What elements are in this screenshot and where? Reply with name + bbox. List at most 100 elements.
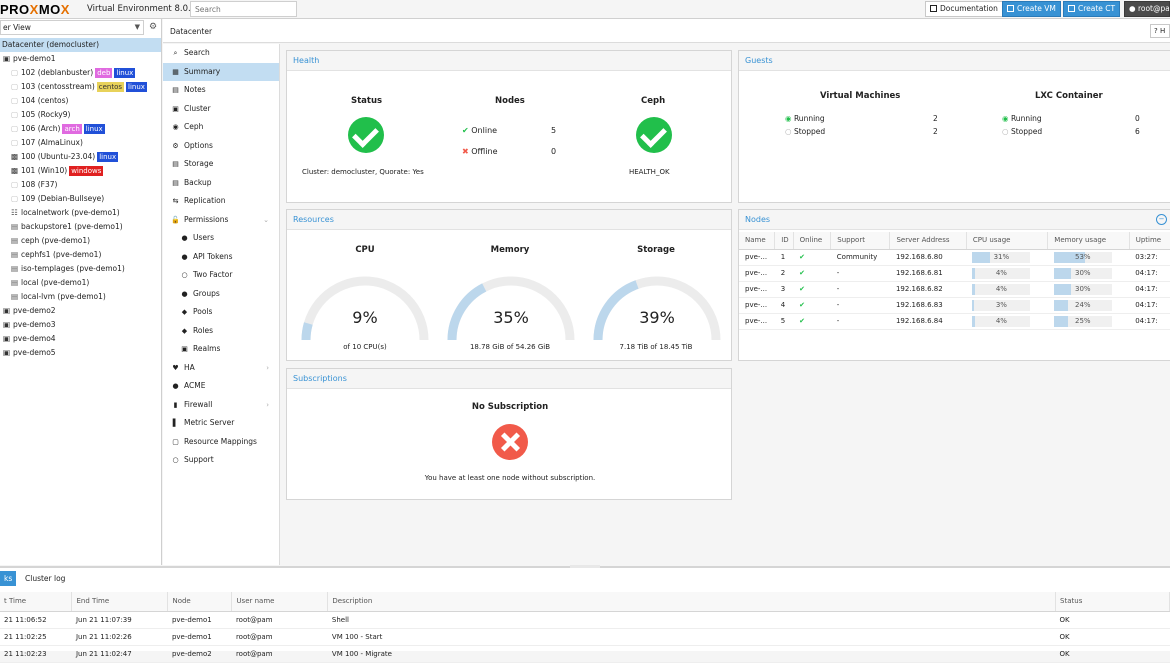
monitor-icon (1007, 5, 1014, 12)
nav-item-options[interactable]: ⚙ Options (163, 137, 279, 156)
column-header[interactable]: Status (1055, 592, 1170, 612)
tree-item[interactable]: ▣ pve-demo2 (0, 304, 161, 318)
user-menu-button[interactable]: ● root@pam (1124, 1, 1170, 17)
datacenter-nav: ⌕ Search ▦ Summary ▤ Notes ▣ Cluster ◉ Ceph ⚙ Optio… (163, 44, 280, 565)
collapse-icon[interactable]: − (1156, 214, 1167, 225)
tree-item[interactable]: ▢ 102 (deblanbuster) deb linux (0, 66, 161, 80)
table-row[interactable]: 21 11:02:25 Jun 21 11:02:26 pve-demo1 root@… (0, 628, 1170, 646)
node-name: pve-... (739, 249, 775, 266)
nav-item-roles[interactable]: ◆ Roles (163, 322, 279, 341)
nav-item-storage[interactable]: ▤ Storage (163, 155, 279, 174)
guests-panel: Guests Virtual Machines ◉ Running 2 ○ St… (738, 50, 1170, 203)
tree-item[interactable]: ▢ 103 (centosstream) centos linux (0, 80, 161, 94)
task-user: root@pam (231, 628, 328, 646)
column-header[interactable]: Support (830, 232, 891, 250)
nav-item-realms[interactable]: ▣ Realms (163, 340, 279, 359)
nav-item-resource-mappings[interactable]: ▢ Resource Mappings (163, 433, 279, 452)
view-selector[interactable]: er View ▼ (0, 20, 144, 35)
nav-item-label: Resource Mappings (184, 436, 257, 446)
summary-content: Health Status Cluster: democluster, Quor… (281, 44, 1170, 565)
cpu-usage-bar: 4% (972, 283, 1031, 295)
tree-item[interactable]: ▤ local (pve-demo1) (0, 276, 161, 290)
node-uptime: 04:17: (1129, 265, 1170, 282)
node-support: - (830, 313, 890, 330)
table-row[interactable]: pve-... 2 ✔ -192.168.6.81 4% 30% 04:17: (739, 265, 1170, 282)
tree-item[interactable]: ▤ cephfs1 (pve-demo1) (0, 248, 161, 262)
chevron-right-icon: › (266, 363, 269, 372)
tree-item[interactable]: ▢ 104 (centos) (0, 94, 161, 108)
tree-item[interactable]: ▩ 100 (Ubuntu-23.04) linux (0, 150, 161, 164)
storage-icon: ▤ (172, 160, 179, 168)
column-header[interactable]: Online (793, 232, 832, 250)
summary-icon: ▦ (172, 67, 179, 76)
column-header[interactable]: Memory usage (1047, 232, 1130, 250)
create-vm-button[interactable]: Create VM (1002, 1, 1061, 17)
table-row[interactable]: pve-... 5 ✔ -192.168.6.84 4% 25% 04:17: (739, 313, 1170, 330)
nav-item-two-factor[interactable]: ○ Two Factor (163, 266, 279, 285)
nav-item-cluster[interactable]: ▣ Cluster (163, 100, 279, 119)
tree-item[interactable]: ▣ pve-demo1 (0, 52, 161, 66)
nav-item-replication[interactable]: ⇆ Replication (163, 192, 279, 211)
nav-item-metric-server[interactable]: ▌ Metric Server (163, 414, 279, 433)
nav-item-api-tokens[interactable]: ● API Tokens (163, 248, 279, 267)
tree-item[interactable]: ▣ pve-demo3 (0, 318, 161, 332)
column-header[interactable]: Description (327, 592, 1057, 612)
nav-item-firewall[interactable]: ▮ Firewall › (163, 396, 279, 415)
column-header[interactable]: User name (231, 592, 329, 612)
resize-handle[interactable] (570, 565, 600, 568)
nav-item-acme[interactable]: ● ACME (163, 377, 279, 396)
nav-item-permissions[interactable]: 🔓 Permissions ⌄ (163, 211, 279, 230)
nav-item-notes[interactable]: ▤ Notes (163, 81, 279, 100)
tab-cluster-log[interactable]: Cluster log (25, 574, 66, 583)
memory-usage-bar-label: 30% (1075, 284, 1091, 293)
table-row[interactable]: pve-... 1 ✔ Community 192.168.6.80 31% 53% 03:2… (739, 249, 1170, 266)
nav-item-ha[interactable]: ♥ HA › (163, 359, 279, 378)
tree-item[interactable]: ▣ pve-demo5 (0, 346, 161, 360)
tree-item[interactable]: ▤ local-lvm (pve-demo1) (0, 290, 161, 304)
column-header[interactable]: Name (739, 232, 776, 250)
help-button[interactable]: ? H (1150, 24, 1170, 38)
tree-item[interactable]: ▤ iso-templages (pve-demo1) (0, 262, 161, 276)
search-input[interactable] (190, 1, 297, 17)
column-header[interactable]: ID (774, 232, 794, 250)
vm-stopped: ○ Stopped (785, 127, 826, 136)
replication-icon: ⇆ (172, 197, 179, 205)
cpu-usage-bar-cell: 3% (966, 297, 1048, 314)
nav-item-ceph[interactable]: ◉ Ceph (163, 118, 279, 137)
tree-item[interactable]: ▢ 108 (F37) (0, 178, 161, 192)
nav-item-support[interactable]: ○ Support (163, 451, 279, 470)
tree-item[interactable]: ▢ 109 (Debian-Bullseye) (0, 192, 161, 206)
nav-item-backup[interactable]: ▤ Backup (163, 174, 279, 193)
tree-item[interactable]: ▩ 101 (Win10) windows (0, 164, 161, 178)
tree-item[interactable]: ▣ pve-demo4 (0, 332, 161, 346)
nav-item-summary[interactable]: ▦ Summary (163, 62, 279, 81)
create-ct-button[interactable]: Create CT (1063, 1, 1121, 17)
column-header[interactable]: Uptime (1129, 232, 1170, 250)
table-row[interactable]: pve-... 3 ✔ -192.168.6.82 4% 30% 04:17: (739, 281, 1170, 298)
tree-item[interactable]: ▤ backupstore1 (pve-demo1) (0, 220, 161, 234)
column-header[interactable]: CPU usage (966, 232, 1049, 250)
nav-item-users[interactable]: ● Users (163, 229, 279, 248)
gear-icon[interactable]: ⚙ (149, 22, 158, 32)
documentation-button[interactable]: Documentation (925, 1, 1003, 17)
table-row[interactable]: 21 11:06:52 Jun 21 11:07:39 pve-demo1 root@… (0, 611, 1170, 629)
cpu-usage-bar-cell: 31% (966, 249, 1048, 266)
nav-item-search[interactable]: ⌕ Search (163, 44, 279, 63)
column-header[interactable]: Server Address (889, 232, 967, 250)
nav-item-groups[interactable]: ● Groups (163, 285, 279, 304)
tab-tasks[interactable]: ks (0, 571, 17, 586)
column-header[interactable]: End Time (71, 592, 169, 612)
column-header[interactable]: t Time (0, 592, 73, 612)
tree-item[interactable]: ▦Datacenter (democluster) (0, 38, 161, 52)
vm-icon: ▢ (10, 180, 19, 189)
tree-item[interactable]: ▢ 106 (Arch) arch linux (0, 122, 161, 136)
tree-item[interactable]: ▢ 105 (Rocky9) (0, 108, 161, 122)
nav-item-pools[interactable]: ◆ Pools (163, 303, 279, 322)
tree-item[interactable]: ▢ 107 (AlmaLinux) (0, 136, 161, 150)
table-row[interactable]: 21 11:02:23 Jun 21 11:02:47 pve-demo2 root@… (0, 645, 1170, 663)
tree-item[interactable]: ▤ ceph (pve-demo1) (0, 234, 161, 248)
column-header[interactable]: Node (167, 592, 233, 612)
tree-item[interactable]: ☷ localnetwork (pve-demo1) (0, 206, 161, 220)
table-row[interactable]: pve-... 4 ✔ -192.168.6.83 3% 24% 04:17: (739, 297, 1170, 314)
lxc-running: ◉ Running (1002, 114, 1042, 123)
